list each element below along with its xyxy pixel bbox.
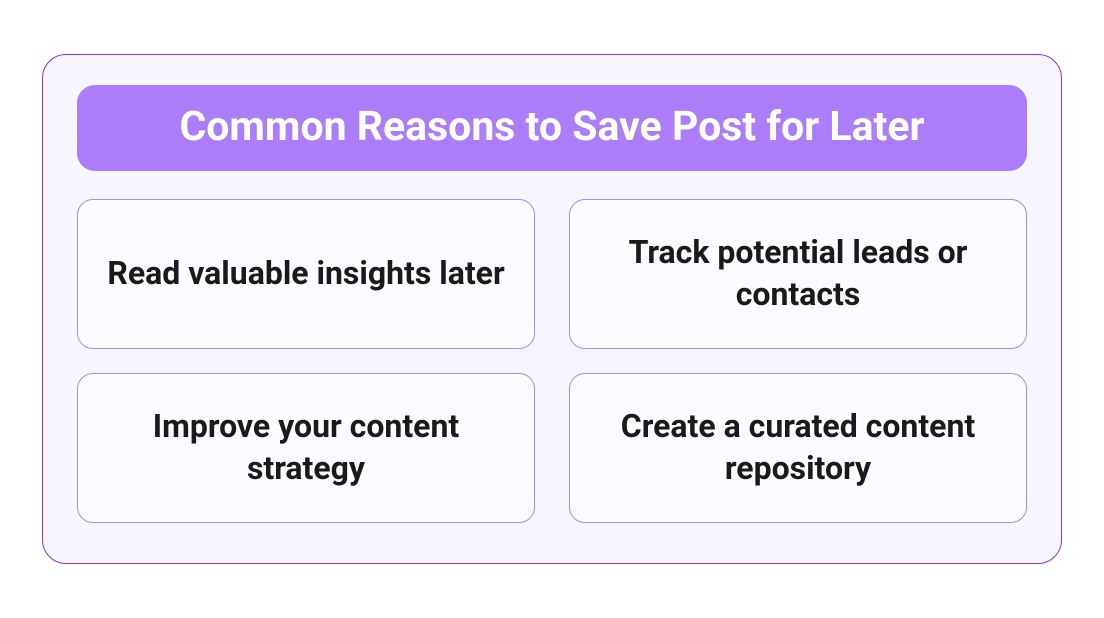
card-text: Read valuable insights later [107,253,504,295]
card-leads: Track potential leads or contacts [569,199,1027,349]
card-strategy: Improve your content strategy [77,373,535,523]
card-text: Create a curated content repository [594,406,1002,489]
card-insights: Read valuable insights later [77,199,535,349]
header-title: Common Reasons to Save Post for Later [117,103,987,152]
card-repository: Create a curated content repository [569,373,1027,523]
infographic-container: Common Reasons to Save Post for Later Re… [42,54,1062,563]
card-text: Improve your content strategy [102,406,510,489]
card-grid: Read valuable insights later Track poten… [77,199,1027,523]
header-pill: Common Reasons to Save Post for Later [77,85,1027,170]
card-text: Track potential leads or contacts [594,232,1002,315]
